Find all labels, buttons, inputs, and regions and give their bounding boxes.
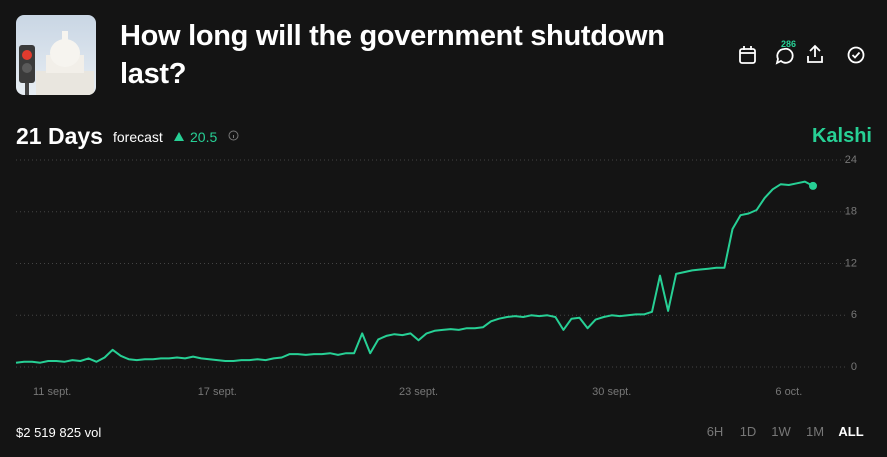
x-tick-label: 17 sept. bbox=[198, 386, 237, 398]
check-icon[interactable] bbox=[847, 46, 865, 64]
x-tick-label: 6 oct. bbox=[775, 386, 802, 398]
range-button[interactable]: 1M bbox=[805, 424, 825, 439]
range-button[interactable]: 1D bbox=[739, 424, 757, 439]
toolbar bbox=[739, 44, 865, 65]
end-point bbox=[809, 181, 817, 190]
forecast-label: forecast bbox=[113, 129, 163, 145]
x-tick-label: 30 sept. bbox=[592, 386, 631, 398]
calendar-icon[interactable] bbox=[739, 46, 756, 64]
forecast-change: 20.5 bbox=[190, 129, 218, 145]
volume: $2 519 825 vol bbox=[16, 425, 102, 440]
share-icon[interactable] bbox=[807, 44, 823, 63]
x-tick-label: 23 sept. bbox=[399, 386, 438, 398]
range-button[interactable]: 1W bbox=[771, 424, 791, 439]
forecast-value: 21 Days bbox=[16, 123, 103, 149]
brand: Kalshi bbox=[811, 125, 872, 147]
thumbnail[interactable] bbox=[16, 15, 96, 95]
chart: 0 6 12 18 24 11 sept. 17 sept. 23 sept. 30 sept.… bbox=[15, 154, 857, 398]
range-button[interactable]: 6H bbox=[706, 424, 724, 439]
comment-icon[interactable] bbox=[775, 47, 794, 65]
comment-count: 286 bbox=[781, 39, 797, 49]
y-tick-label: 24 bbox=[845, 154, 857, 166]
title: How long will the government shutdown la… bbox=[120, 20, 665, 90]
y-tick-label: 18 bbox=[845, 206, 857, 218]
y-tick-label: 0 bbox=[851, 361, 857, 373]
info-icon[interactable] bbox=[228, 130, 239, 141]
forecast-line bbox=[15, 180, 814, 364]
up-arrow bbox=[174, 132, 184, 141]
y-tick-label: 6 bbox=[851, 309, 857, 321]
range-button[interactable]: ALL bbox=[838, 424, 864, 439]
x-tick-label: 11 sept. bbox=[33, 386, 71, 398]
y-tick-label: 12 bbox=[845, 257, 857, 269]
